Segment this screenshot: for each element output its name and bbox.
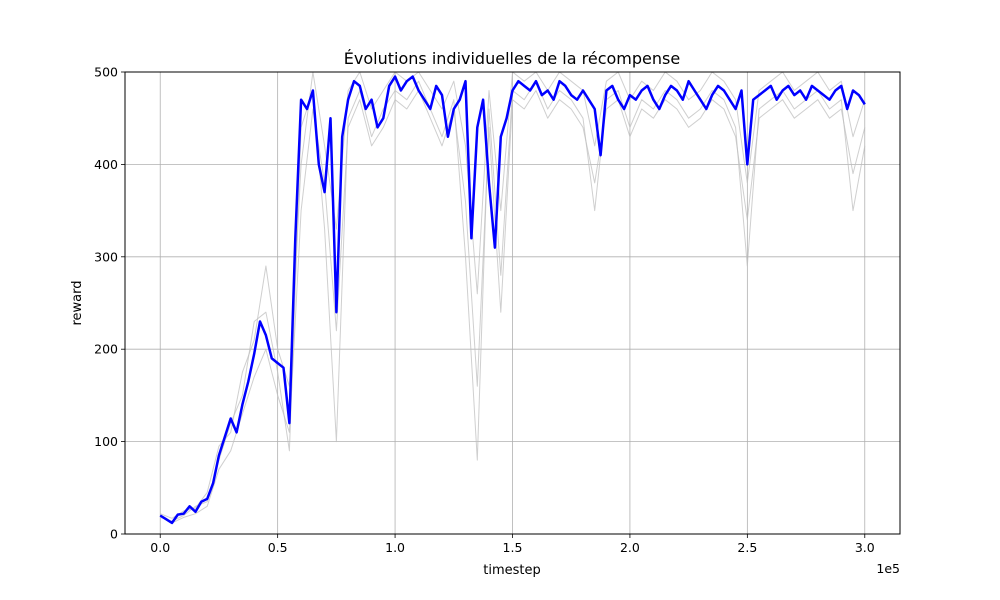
y-tick-label: 200 (94, 342, 118, 357)
y-axis-label: reward (70, 280, 85, 325)
y-tick-label: 300 (94, 249, 118, 264)
x-tick-label: 2.0 (620, 540, 640, 555)
x-tick-label: 3.0 (855, 540, 875, 555)
x-tick-label: 1.0 (385, 540, 405, 555)
x-axis-offset-label: 1e5 (876, 561, 900, 576)
chart-title: Évolutions individuelles de la récompens… (344, 49, 680, 68)
individual-run-line (160, 72, 866, 519)
individual-run-line (159, 90, 866, 524)
x-tick-label: 0.0 (150, 540, 170, 555)
y-tick-label: 400 (94, 157, 118, 172)
x-axis-label: timestep (483, 563, 541, 578)
y-tick-label: 0 (110, 527, 118, 542)
y-tick-label: 100 (94, 434, 118, 449)
x-tick-label: 1.5 (503, 540, 523, 555)
axis-ticks: 0.0 0.5 1.0 1.5 2.0 2.5 3.0 0 100 200 300 400 500 (94, 65, 875, 556)
y-tick-label: 500 (94, 65, 118, 80)
mean-reward-line (159, 75, 866, 525)
x-tick-label: 0.5 (268, 540, 288, 555)
series-lines (159, 72, 866, 525)
x-tick-label: 2.5 (737, 540, 757, 555)
